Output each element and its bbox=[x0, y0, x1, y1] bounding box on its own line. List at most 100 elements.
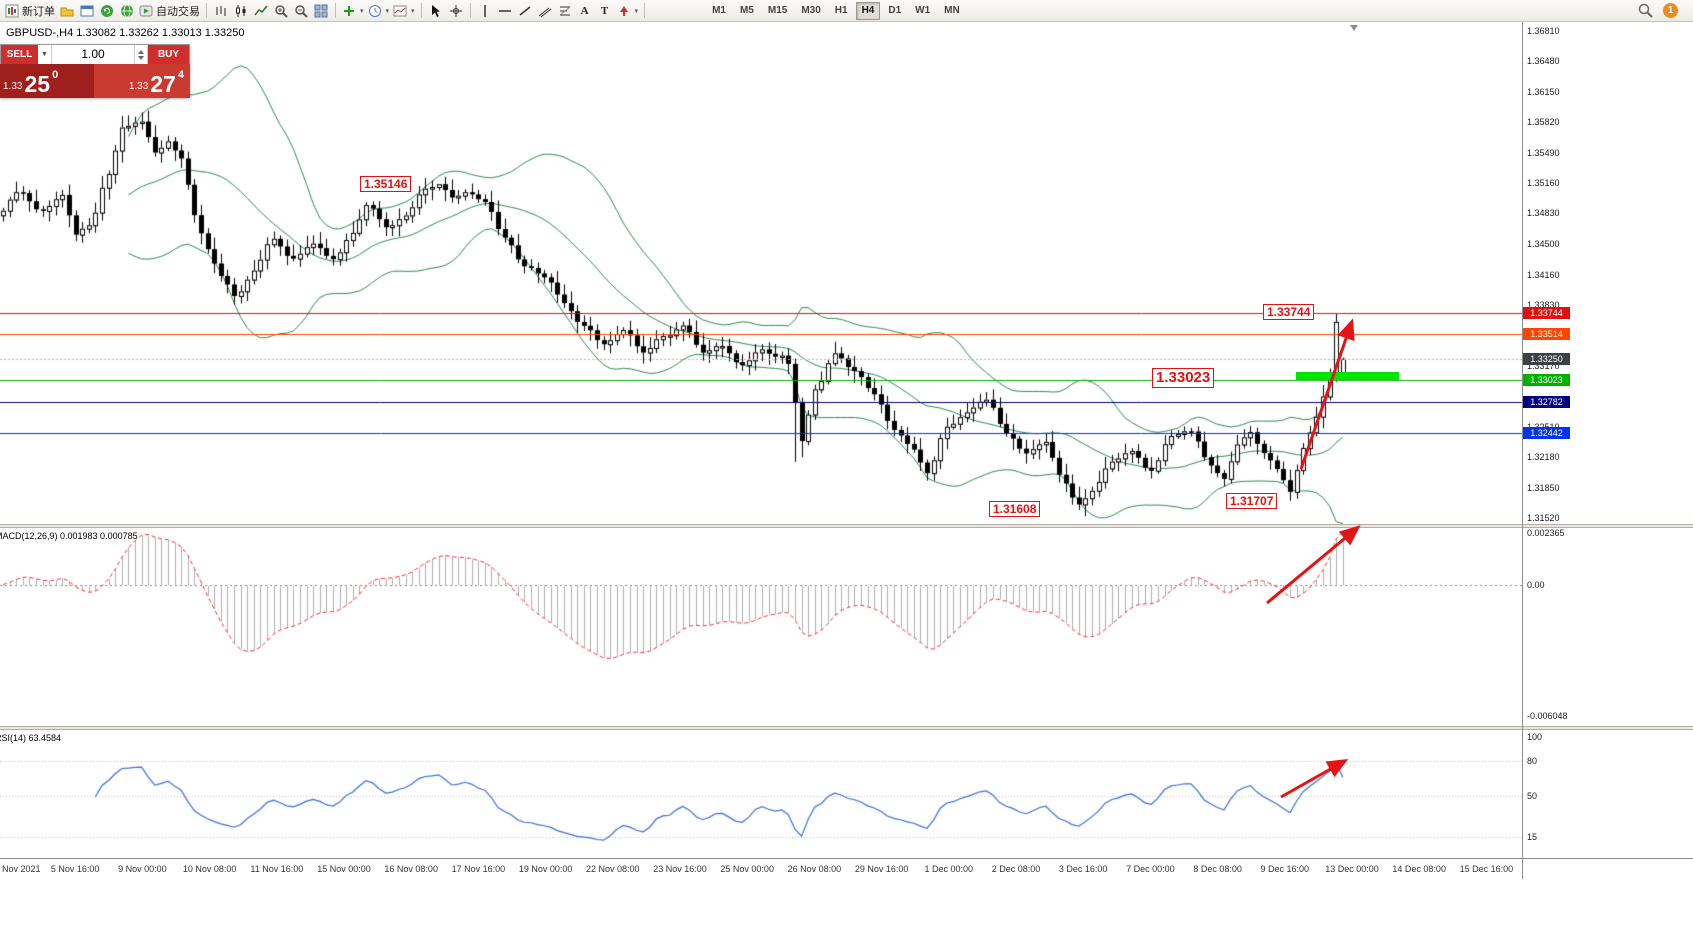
search-icon[interactable] bbox=[1638, 3, 1653, 18]
profiles-button[interactable] bbox=[57, 1, 77, 21]
tile-windows-icon bbox=[314, 4, 328, 17]
price-annotation-1.33023[interactable]: 1.33023 bbox=[1152, 368, 1215, 388]
price-axis-label: 1.36480 bbox=[1527, 56, 1560, 67]
volume-dropdown-caret[interactable]: ▼ bbox=[38, 45, 52, 64]
time-axis[interactable]: Nov 2021 5 Nov 16:00 9 Nov 00:00 10 Nov 08:… bbox=[0, 858, 1693, 879]
volume-input[interactable]: 1.00 bbox=[52, 45, 134, 64]
arrow-object-icon bbox=[619, 5, 628, 16]
timeframe-m5[interactable]: M5 bbox=[739, 4, 754, 16]
tile-windows-button[interactable] bbox=[311, 1, 331, 21]
time-axis-label: 2 Dec 08:00 bbox=[991, 864, 1041, 874]
periods-button[interactable]: ▾ bbox=[366, 1, 392, 21]
timeframe-m15[interactable]: M15 bbox=[767, 4, 788, 16]
chevron-down-icon: ▾ bbox=[634, 7, 639, 15]
arrows-button[interactable]: ▾ bbox=[615, 1, 641, 21]
rsi-axis-label: 80 bbox=[1527, 755, 1538, 766]
line-chart-button[interactable] bbox=[251, 1, 271, 21]
rsi-axis-label: 100 bbox=[1527, 732, 1543, 743]
price-axis[interactable]: 1.36810 1.36480 1.36150 1.35820 1.35490 1.351… bbox=[1522, 22, 1693, 524]
candlestick-chart-button[interactable] bbox=[231, 1, 251, 21]
price-axis-label: 1.31850 bbox=[1527, 482, 1560, 493]
macd-indicator-chart[interactable] bbox=[0, 528, 1522, 726]
price-axis-label: 1.32180 bbox=[1527, 452, 1560, 463]
fibonacci-button[interactable] bbox=[555, 1, 575, 21]
rsi-axis-label: 15 bbox=[1527, 831, 1538, 842]
rsi-axis[interactable]: 100 80 50 15 bbox=[1522, 730, 1693, 858]
timeframe-w1[interactable]: W1 bbox=[915, 4, 931, 16]
cursor-button[interactable] bbox=[426, 1, 446, 21]
symbol-ohlc-header: GBPUSD-,H4 1.33082 1.33262 1.33013 1.332… bbox=[6, 27, 245, 39]
timeframe-m1[interactable]: M1 bbox=[712, 4, 726, 16]
macd-axis-label: 0.002365 bbox=[1527, 528, 1565, 539]
time-axis-label: Nov 2021 bbox=[2, 864, 41, 874]
autotrading-button[interactable]: 自动交易 bbox=[137, 1, 202, 21]
price-annotation-1.33744[interactable]: 1.33744 bbox=[1263, 304, 1315, 321]
chart-shift-marker[interactable] bbox=[1350, 25, 1358, 31]
indicators-plus-icon bbox=[344, 5, 354, 16]
refresh-button[interactable] bbox=[97, 1, 117, 21]
crosshair-button[interactable] bbox=[446, 1, 466, 21]
toolbar-separator bbox=[469, 3, 471, 18]
price-annotation-1.31608[interactable]: 1.31608 bbox=[989, 501, 1041, 518]
buy-price-head: 1.33 bbox=[128, 81, 149, 92]
community-button[interactable] bbox=[117, 1, 137, 21]
buy-button[interactable]: BUY bbox=[148, 45, 189, 64]
indicators-button[interactable]: ▾ bbox=[340, 1, 366, 21]
trade-panel-top-row: SELL ▼ 1.00 BUY bbox=[0, 44, 190, 64]
vertical-line-icon bbox=[483, 4, 486, 17]
panel-splitter[interactable] bbox=[0, 726, 1693, 730]
bar-chart-button[interactable] bbox=[211, 1, 231, 21]
buy-price-display[interactable]: 1.33 27 4 bbox=[93, 64, 190, 98]
price-chart-panel: GBPUSD-,H4 1.33082 1.33262 1.33013 1.332… bbox=[0, 22, 1693, 524]
timeframe-d1[interactable]: D1 bbox=[888, 4, 902, 16]
chevron-down-icon: ▾ bbox=[360, 7, 364, 15]
new-order-icon bbox=[5, 4, 19, 17]
rsi-axis-label: 50 bbox=[1527, 790, 1538, 801]
main-toolbar: 新订单 自动交易 ▾ ▾ ▾ bbox=[0, 0, 1693, 22]
autotrading-icon bbox=[139, 5, 153, 16]
time-axis-label: 10 Nov 08:00 bbox=[182, 864, 237, 874]
data-window-button[interactable] bbox=[77, 1, 97, 21]
sell-button[interactable]: SELL bbox=[1, 45, 38, 64]
line-chart-icon bbox=[254, 5, 268, 15]
price-axis-label: 1.33170 bbox=[1527, 361, 1560, 372]
text-button[interactable]: A bbox=[575, 1, 595, 21]
macd-axis[interactable]: 0.002365 0.00 -0.006048 bbox=[1522, 528, 1693, 726]
trendline-button[interactable] bbox=[515, 1, 535, 21]
price-annotation-1.35146[interactable]: 1.35146 bbox=[360, 176, 412, 193]
macd-axis-label: 0.00 bbox=[1527, 579, 1545, 590]
volume-spinner[interactable] bbox=[134, 45, 148, 64]
price-axis-label: 1.35160 bbox=[1527, 177, 1560, 188]
time-axis-label: 16 Nov 08:00 bbox=[384, 864, 438, 874]
candlestick-chart[interactable] bbox=[0, 22, 1522, 524]
spinner-up-icon[interactable] bbox=[138, 49, 144, 54]
new-order-button[interactable]: 新订单 bbox=[3, 1, 57, 21]
timeframe-m30[interactable]: M30 bbox=[801, 4, 821, 16]
timeframe-h1[interactable]: H1 bbox=[834, 4, 848, 16]
rsi-indicator-chart[interactable] bbox=[0, 730, 1522, 858]
time-axis-label: 14 Dec 08:00 bbox=[1392, 864, 1446, 874]
vertical-line-button[interactable] bbox=[475, 1, 495, 21]
timeframe-h4[interactable]: H4 bbox=[855, 1, 881, 20]
toolbar-separator bbox=[644, 3, 646, 18]
chevron-down-icon: ▾ bbox=[411, 7, 415, 15]
timeframe-mn[interactable]: MN bbox=[944, 4, 960, 16]
time-axis-label: 8 Dec 08:00 bbox=[1193, 864, 1242, 874]
zoom-in-button[interactable] bbox=[271, 1, 291, 21]
label-button[interactable]: T bbox=[595, 1, 615, 21]
channel-icon bbox=[538, 7, 551, 17]
label-icon: T bbox=[600, 4, 609, 17]
channel-button[interactable] bbox=[535, 1, 555, 21]
chevron-down-icon: ▾ bbox=[385, 7, 390, 15]
time-axis-label: 11 Nov 16:00 bbox=[250, 864, 304, 874]
spinner-down-icon[interactable] bbox=[138, 55, 144, 60]
green-highlight-bar[interactable] bbox=[1296, 372, 1399, 380]
panel-splitter[interactable] bbox=[0, 524, 1693, 528]
price-annotation-1.31707[interactable]: 1.31707 bbox=[1226, 493, 1278, 510]
zoom-out-button[interactable] bbox=[291, 1, 311, 21]
templates-button[interactable]: ▾ bbox=[391, 1, 417, 21]
sell-price-display[interactable]: 1.33 25 0 bbox=[0, 64, 94, 98]
horizontal-line-button[interactable] bbox=[495, 1, 515, 21]
data-window-icon bbox=[80, 5, 94, 16]
notification-badge[interactable]: 1 bbox=[1663, 3, 1678, 18]
